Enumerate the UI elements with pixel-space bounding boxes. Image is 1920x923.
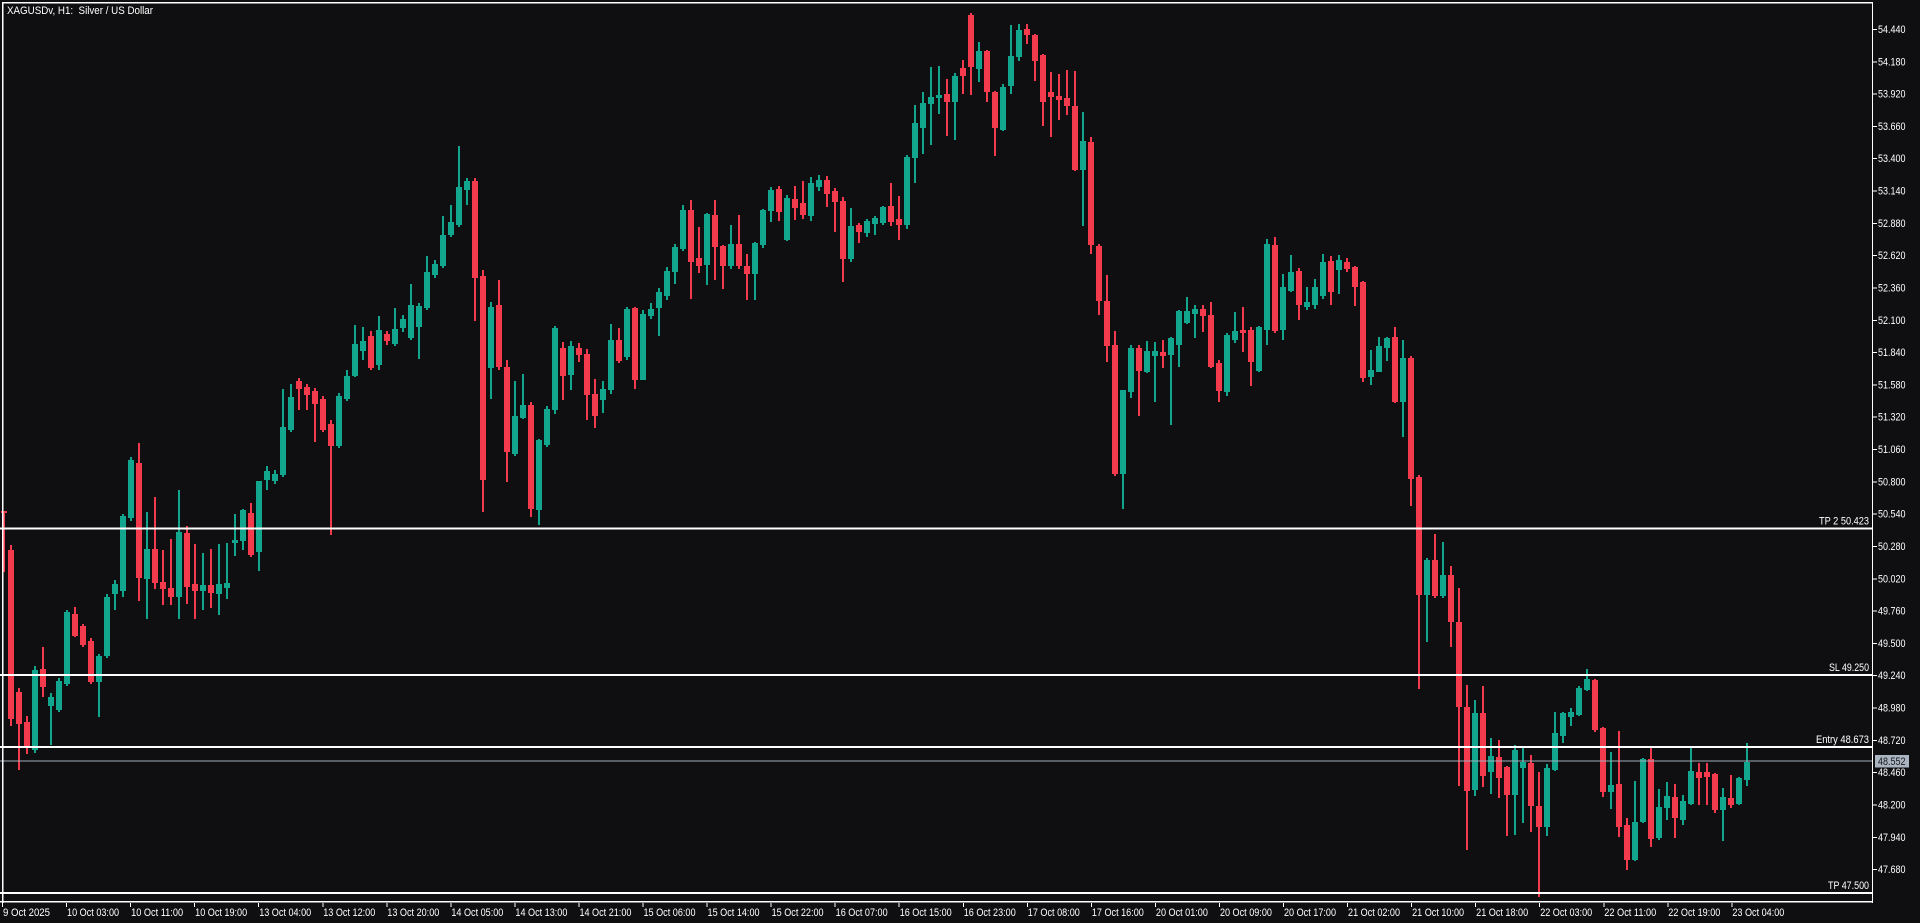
svg-text:14 Oct 13:00: 14 Oct 13:00 xyxy=(515,907,567,919)
svg-text:13 Oct 12:00: 13 Oct 12:00 xyxy=(323,907,375,919)
svg-text:17 Oct 08:00: 17 Oct 08:00 xyxy=(1028,907,1080,919)
svg-text:20 Oct 09:00: 20 Oct 09:00 xyxy=(1220,907,1272,919)
svg-text:53.920: 53.920 xyxy=(1878,89,1906,101)
svg-text:10 Oct 11:00: 10 Oct 11:00 xyxy=(131,907,183,919)
svg-text:48.720: 48.720 xyxy=(1878,735,1906,747)
svg-text:21 Oct 10:00: 21 Oct 10:00 xyxy=(1412,907,1464,919)
svg-text:10 Oct 19:00: 10 Oct 19:00 xyxy=(195,907,247,919)
svg-text:14 Oct 21:00: 14 Oct 21:00 xyxy=(579,907,631,919)
svg-text:16 Oct 23:00: 16 Oct 23:00 xyxy=(964,907,1016,919)
svg-text:52.620: 52.620 xyxy=(1878,250,1906,262)
svg-text:TP 47.500: TP 47.500 xyxy=(1828,880,1869,892)
svg-text:51.580: 51.580 xyxy=(1878,379,1906,391)
svg-text:54.440: 54.440 xyxy=(1878,24,1906,36)
svg-text:52.100: 52.100 xyxy=(1878,315,1906,327)
svg-text:10 Oct 03:00: 10 Oct 03:00 xyxy=(67,907,119,919)
svg-text:49.240: 49.240 xyxy=(1878,670,1906,682)
svg-text:49.500: 49.500 xyxy=(1878,638,1906,650)
svg-text:53.140: 53.140 xyxy=(1878,186,1906,198)
svg-text:22 Oct 19:00: 22 Oct 19:00 xyxy=(1668,907,1720,919)
svg-text:22 Oct 11:00: 22 Oct 11:00 xyxy=(1604,907,1656,919)
svg-text:17 Oct 16:00: 17 Oct 16:00 xyxy=(1092,907,1144,919)
svg-text:Entry 48.673: Entry 48.673 xyxy=(1816,734,1869,746)
svg-text:9 Oct 2025: 9 Oct 2025 xyxy=(3,907,50,919)
svg-text:50.020: 50.020 xyxy=(1878,573,1906,585)
svg-text:50.800: 50.800 xyxy=(1878,476,1906,488)
svg-text:48.200: 48.200 xyxy=(1878,799,1906,811)
svg-text:15 Oct 22:00: 15 Oct 22:00 xyxy=(772,907,824,919)
svg-text:48.552: 48.552 xyxy=(1878,756,1906,768)
svg-text:16 Oct 07:00: 16 Oct 07:00 xyxy=(836,907,888,919)
svg-text:13 Oct 04:00: 13 Oct 04:00 xyxy=(259,907,311,919)
svg-text:22 Oct 03:00: 22 Oct 03:00 xyxy=(1540,907,1592,919)
svg-text:TP 2 50.423: TP 2 50.423 xyxy=(1819,516,1869,528)
svg-text:14 Oct 05:00: 14 Oct 05:00 xyxy=(451,907,503,919)
svg-text:15 Oct 14:00: 15 Oct 14:00 xyxy=(708,907,760,919)
svg-text:49.760: 49.760 xyxy=(1878,606,1906,618)
svg-text:52.360: 52.360 xyxy=(1878,282,1906,294)
svg-text:51.840: 51.840 xyxy=(1878,347,1906,359)
svg-text:51.320: 51.320 xyxy=(1878,412,1906,424)
svg-text:48.980: 48.980 xyxy=(1878,703,1906,715)
svg-text:51.060: 51.060 xyxy=(1878,444,1906,456)
svg-text:21 Oct 18:00: 21 Oct 18:00 xyxy=(1476,907,1528,919)
svg-text:13 Oct 20:00: 13 Oct 20:00 xyxy=(387,907,439,919)
svg-text:53.400: 53.400 xyxy=(1878,153,1906,165)
svg-text:47.940: 47.940 xyxy=(1878,832,1906,844)
svg-text:20 Oct 17:00: 20 Oct 17:00 xyxy=(1284,907,1336,919)
svg-text:21 Oct 02:00: 21 Oct 02:00 xyxy=(1348,907,1400,919)
svg-text:47.680: 47.680 xyxy=(1878,864,1906,876)
svg-text:16 Oct 15:00: 16 Oct 15:00 xyxy=(900,907,952,919)
svg-text:53.660: 53.660 xyxy=(1878,121,1906,133)
svg-text:50.540: 50.540 xyxy=(1878,509,1906,521)
svg-text:54.180: 54.180 xyxy=(1878,56,1906,68)
svg-text:SL 49.250: SL 49.250 xyxy=(1829,662,1869,674)
svg-text:20 Oct 01:00: 20 Oct 01:00 xyxy=(1156,907,1208,919)
svg-text:48.460: 48.460 xyxy=(1878,767,1906,779)
svg-text:23 Oct 04:00: 23 Oct 04:00 xyxy=(1732,907,1784,919)
svg-text:52.880: 52.880 xyxy=(1878,218,1906,230)
svg-text:XAGUSDv, H1: Silver / US Doll: XAGUSDv, H1: Silver / US Dollar xyxy=(7,5,153,17)
svg-text:50.280: 50.280 xyxy=(1878,541,1906,553)
svg-text:15 Oct 06:00: 15 Oct 06:00 xyxy=(644,907,696,919)
